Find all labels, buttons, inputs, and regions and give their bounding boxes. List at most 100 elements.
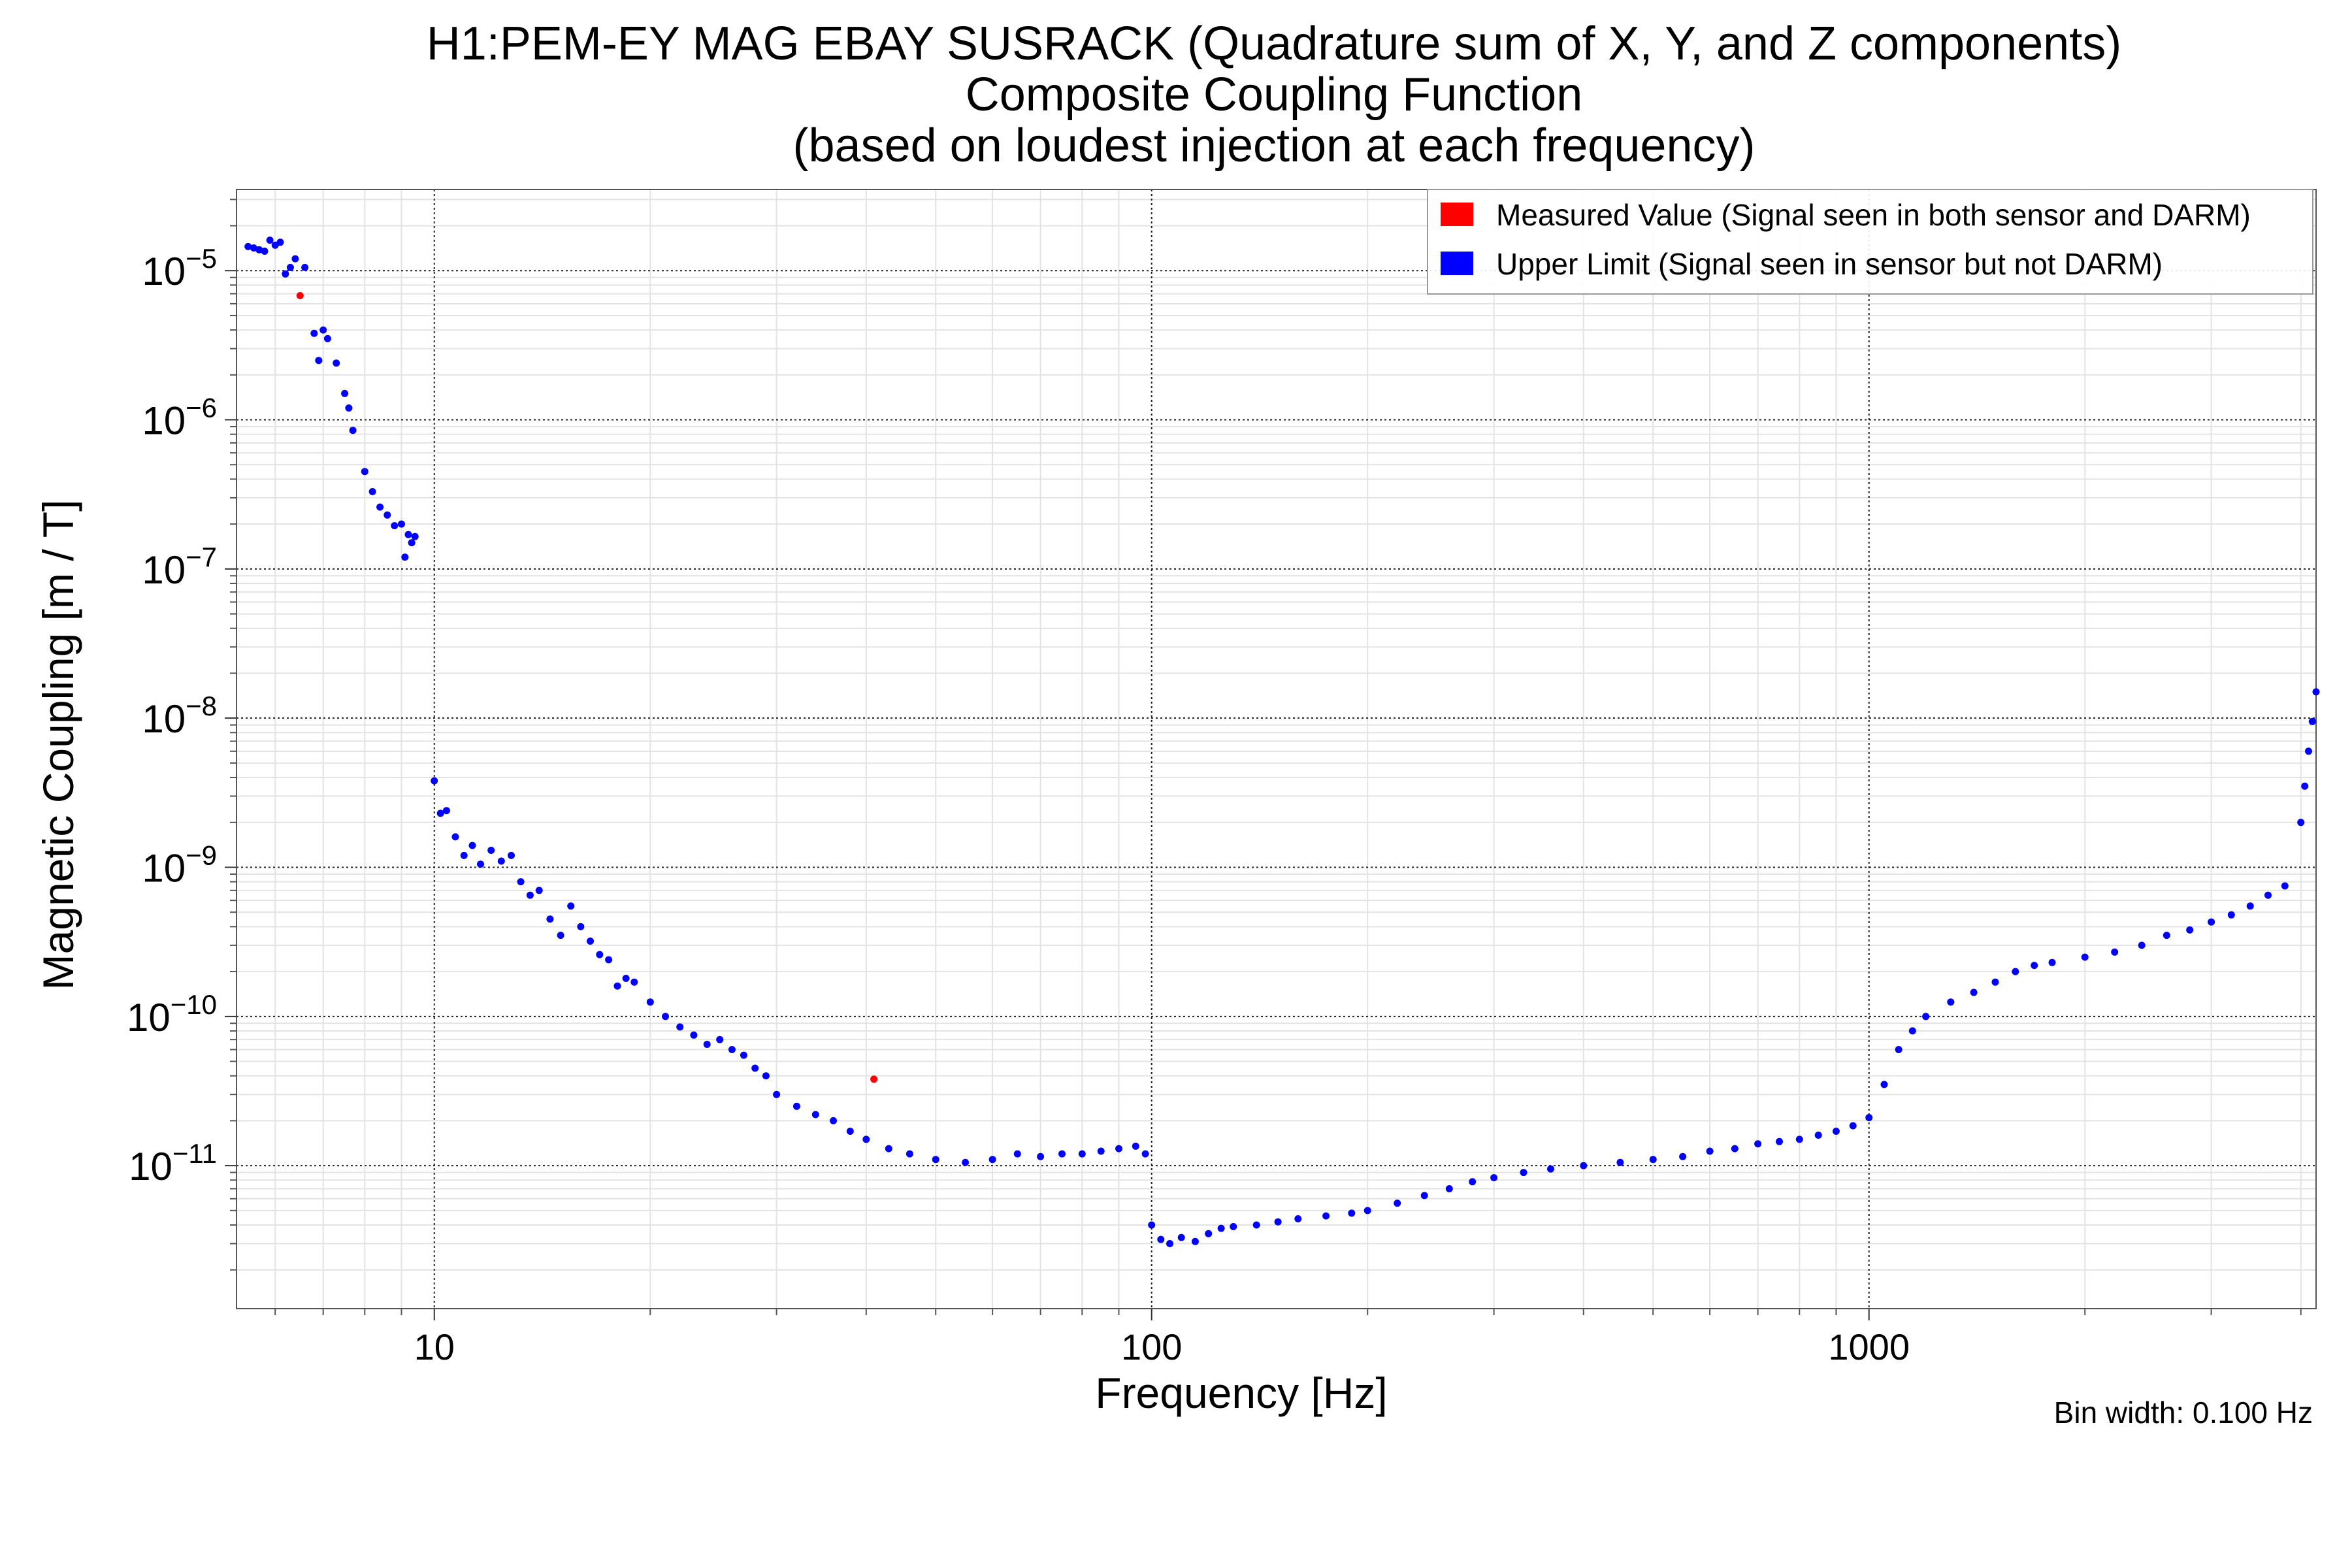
upper-limit-point	[932, 1156, 939, 1164]
upper-limit-point	[906, 1150, 913, 1158]
upper-limit-point	[1148, 1221, 1156, 1229]
upper-limit-point	[567, 902, 575, 910]
chart-title-line-3: (based on loudest injection at each freq…	[792, 120, 1756, 172]
legend-label-upper-limit: Upper Limit (Signal seen in sensor but n…	[1496, 247, 2163, 281]
chart-title-line-2: Composite Coupling Function	[965, 69, 1583, 121]
upper-limit-point	[1078, 1150, 1086, 1158]
upper-limit-point	[2227, 911, 2235, 919]
upper-limit-point	[1294, 1215, 1302, 1222]
upper-limit-point	[885, 1145, 892, 1152]
upper-limit-point	[477, 860, 484, 868]
upper-limit-point	[577, 923, 585, 930]
upper-limit-point	[1364, 1207, 1371, 1215]
upper-limit-point	[1490, 1174, 1498, 1182]
upper-limit-point	[345, 404, 353, 412]
y-tick-label: 10−8	[142, 691, 217, 741]
major-gridlines	[237, 189, 2316, 1309]
upper-limit-point	[1322, 1212, 1330, 1220]
upper-limit-point	[517, 878, 525, 886]
upper-limit-point	[468, 841, 476, 849]
bin-width-note: Bin width: 0.100 Hz	[2054, 1396, 2313, 1429]
upper-limit-point	[622, 975, 630, 982]
upper-limit-point	[690, 1031, 698, 1039]
upper-limit-point	[587, 938, 594, 945]
upper-limit-point	[451, 833, 459, 841]
upper-limit-point	[376, 503, 384, 511]
upper-limit-point	[740, 1051, 747, 1059]
upper-limit-point	[2031, 962, 2038, 970]
upper-limit-point	[310, 329, 318, 337]
upper-limit-point	[1679, 1152, 1687, 1160]
upper-limit-point	[605, 956, 613, 964]
upper-limit-point	[1230, 1223, 1237, 1230]
upper-limit-point	[811, 1111, 819, 1119]
y-tick-label: 10−6	[142, 393, 217, 443]
y-tick-label: 10−7	[142, 542, 217, 592]
upper-limit-point	[1991, 978, 1999, 986]
upper-limit-point	[404, 531, 412, 538]
plot-area	[236, 189, 2317, 1309]
upper-limit-point	[460, 851, 468, 859]
upper-limit-point	[323, 335, 331, 342]
upper-limit-point	[1115, 1145, 1122, 1152]
upper-limit-point	[1141, 1150, 1149, 1158]
upper-limit-point	[613, 982, 621, 990]
upper-limit-point	[301, 263, 309, 271]
upper-limit-point	[1177, 1233, 1185, 1241]
upper-limit-point	[497, 857, 505, 865]
chart-title-line-1: H1:PEM-EY MAG EBAY SUSRACK (Quadrature s…	[426, 18, 2122, 70]
upper-limit-point	[1205, 1230, 1213, 1237]
upper-limit-point	[1420, 1192, 1428, 1200]
upper-limit-point	[1469, 1178, 1477, 1186]
upper-limit-point	[1814, 1132, 1822, 1139]
upper-limit-point	[436, 809, 444, 817]
y-tick-label: 10−10	[127, 989, 217, 1039]
upper-limit-point	[1157, 1235, 1165, 1243]
y-tick-label: 10−5	[142, 243, 217, 293]
y-tick-label: 10−11	[129, 1138, 217, 1188]
upper-limit-point	[391, 522, 399, 530]
upper-limit-point	[2111, 948, 2119, 956]
upper-limit-point	[2305, 747, 2312, 755]
upper-limit-point	[2163, 932, 2170, 939]
upper-limit-point	[1706, 1147, 1714, 1155]
upper-limit-point	[1832, 1128, 1840, 1135]
upper-limit-point	[792, 1102, 800, 1110]
upper-limit-point	[2264, 891, 2272, 899]
legend-box	[1427, 189, 2313, 295]
upper-limit-point	[244, 242, 252, 250]
upper-limit-point	[286, 263, 294, 271]
upper-limit-point	[2246, 902, 2254, 910]
legend-swatch-upper-limit	[1441, 252, 1473, 275]
x-axis-ticks: 10 100 1000	[414, 1309, 1910, 1367]
upper-limit-point	[2281, 882, 2289, 890]
upper-limit-point	[535, 887, 543, 894]
upper-limit-point	[1795, 1135, 1803, 1143]
upper-limit-point	[1895, 1046, 1903, 1053]
upper-limit-point	[1252, 1221, 1260, 1229]
data-points	[244, 237, 2320, 1247]
legend-swatch-measured	[1441, 203, 1473, 226]
upper-limit-point	[630, 978, 638, 986]
x-tick-label: 10	[414, 1326, 455, 1367]
upper-limit-point	[1097, 1147, 1105, 1155]
upper-limit-point	[988, 1156, 996, 1164]
upper-limit-point	[368, 488, 376, 495]
upper-limit-point	[1394, 1200, 1401, 1207]
upper-limit-point	[349, 427, 357, 434]
upper-limit-point	[431, 777, 438, 785]
upper-limit-point	[411, 532, 419, 540]
upper-limit-point	[557, 932, 564, 939]
upper-limit-point	[596, 951, 604, 958]
measured-point	[870, 1075, 878, 1083]
x-axis-label: Frequency [Hz]	[1095, 1369, 1388, 1417]
upper-limit-point	[773, 1090, 781, 1098]
upper-limit-point	[1922, 1013, 1930, 1021]
upper-limit-point	[315, 357, 323, 365]
legend-label-measured: Measured Value (Signal seen in both sens…	[1496, 198, 2251, 232]
upper-limit-point	[361, 468, 368, 476]
upper-limit-point	[384, 511, 391, 519]
upper-limit-point	[1274, 1218, 1282, 1226]
upper-limit-point	[751, 1064, 759, 1072]
upper-limit-point	[1058, 1150, 1066, 1158]
